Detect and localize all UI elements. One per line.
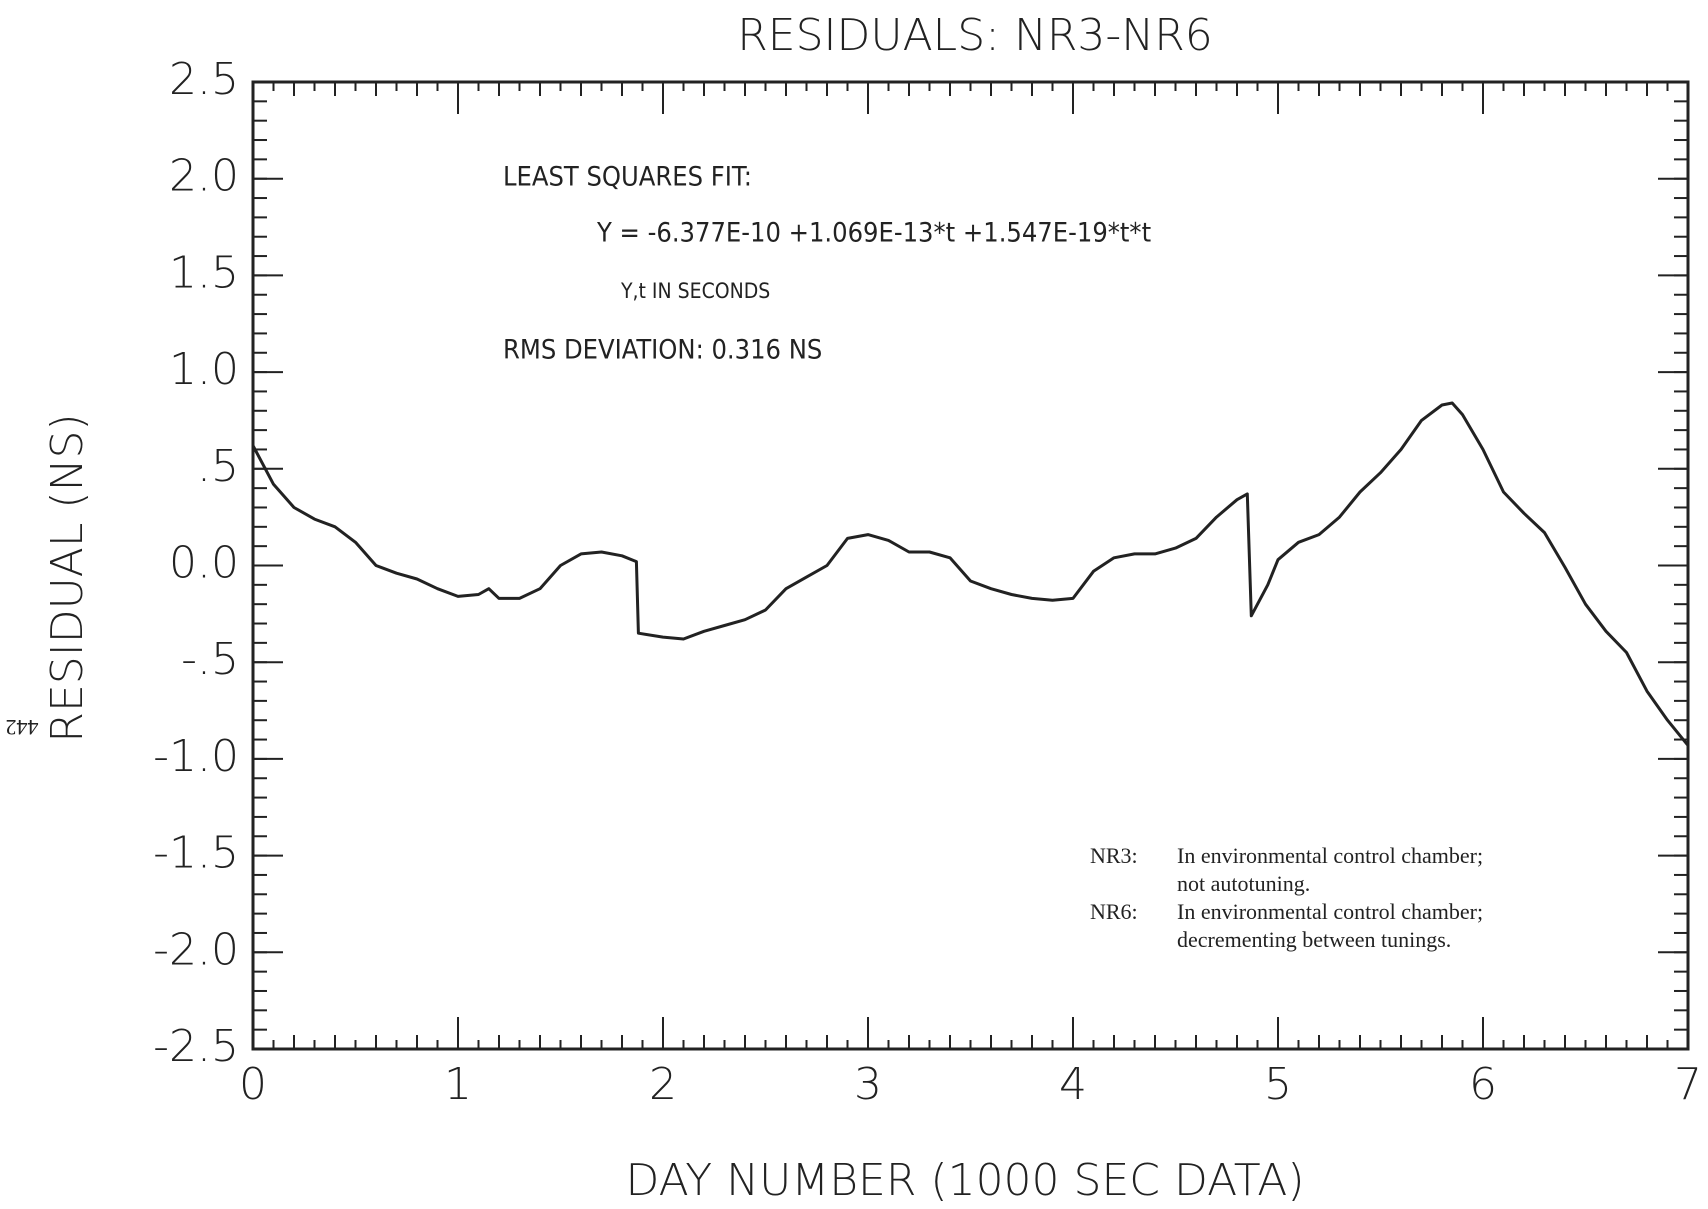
- x-axis-label: DAY NUMBER (1000 SEC DATA): [626, 1155, 1305, 1206]
- y-tick-label: -1.5: [153, 828, 239, 879]
- y-tick-label: -1.0: [153, 731, 239, 782]
- x-tick-label: 3: [854, 1059, 882, 1110]
- x-tick-label: 6: [1469, 1059, 1497, 1110]
- y-tick-label: -2.5: [153, 1021, 239, 1072]
- y-tick-label: 1.0: [169, 344, 239, 395]
- y-tick-label: -2.0: [153, 924, 239, 975]
- chart-title: RESIDUALS: NR3-NR6: [737, 10, 1213, 61]
- x-tick-label: 2: [649, 1059, 677, 1110]
- y-tick-label: 2.5: [169, 54, 239, 105]
- x-tick-label: 7: [1674, 1059, 1702, 1110]
- note-label: NR6:: [1090, 899, 1138, 924]
- y-tick-label: 2.0: [169, 151, 239, 202]
- x-tick-label: 4: [1059, 1059, 1087, 1110]
- y-tick-label: 0.0: [169, 538, 239, 589]
- note-text: decrementing between tunings.: [1177, 927, 1451, 952]
- y-tick-label: 1.5: [169, 247, 239, 298]
- y-tick-label: -.5: [181, 634, 239, 685]
- page-number: 442: [6, 715, 39, 740]
- annotation: Y = -6.377E-10 +1.069E-13*t +1.547E-19*t…: [596, 218, 1151, 249]
- note-label: NR3:: [1090, 843, 1138, 868]
- annotation: LEAST SQUARES FIT:: [503, 162, 752, 193]
- y-axis-label: RESIDUAL (NS): [42, 413, 93, 742]
- x-tick-label: 1: [444, 1059, 472, 1110]
- x-tick-label: 5: [1264, 1059, 1292, 1110]
- note-text: In environmental control chamber;: [1177, 843, 1483, 868]
- y-tick-label: .5: [197, 441, 239, 492]
- note-text: not autotuning.: [1177, 871, 1310, 896]
- data-line: [251, 401, 1690, 747]
- annotation: RMS DEVIATION: 0.316 NS: [503, 335, 822, 366]
- annotation: Y,t IN SECONDS: [620, 279, 770, 303]
- note-text: In environmental control chamber;: [1177, 899, 1483, 924]
- x-tick-label: 0: [239, 1059, 267, 1110]
